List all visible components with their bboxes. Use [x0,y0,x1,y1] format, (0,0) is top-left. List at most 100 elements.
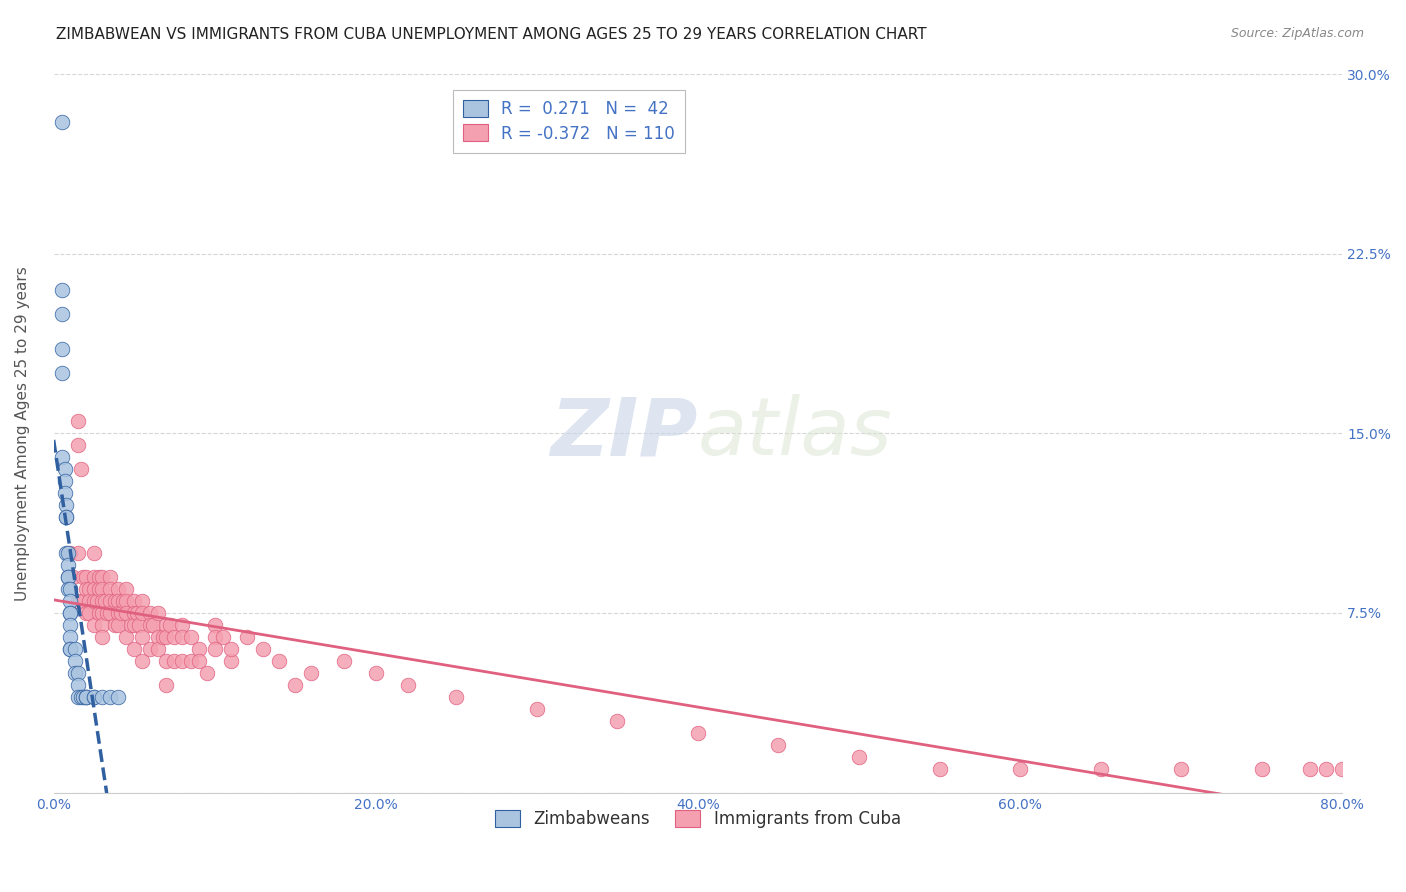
Point [269,654,291,668]
Point [55,498,77,512]
Point [396,678,419,692]
Point [155,678,177,692]
Point [110,606,132,620]
Point [59,546,82,560]
Point [83,690,105,704]
Point [131,594,153,608]
Point [204,630,226,644]
Point [66,594,89,608]
Point [172,618,194,632]
Point [219,641,242,656]
Point [155,654,177,668]
Point [91,606,114,620]
Point [98,690,121,704]
Point [62,570,84,584]
Point [236,630,259,644]
Point [59,606,82,620]
Point [72,690,94,704]
Point [142,618,165,632]
Point [111,594,134,608]
Point [63,665,86,680]
Point [51,367,73,381]
Point [70,462,93,476]
Point [98,570,121,584]
Point [446,690,468,704]
Point [364,665,387,680]
Point [122,594,145,608]
Point [87,582,110,596]
Point [70,690,93,704]
Point [127,606,149,620]
Point [768,738,790,752]
Point [83,690,105,704]
Point [91,594,114,608]
Point [148,641,170,656]
Legend: Zimbabweans, Immigrants from Cuba: Zimbabweans, Immigrants from Cuba [488,803,907,835]
Point [1331,762,1354,776]
Point [55,510,77,524]
Point [332,654,354,668]
Point [299,665,322,680]
Point [72,570,94,584]
Point [122,641,145,656]
Point [51,450,73,465]
Point [848,749,870,764]
Point [252,641,274,656]
Point [51,307,73,321]
Point [163,630,186,644]
Point [107,606,129,620]
Point [83,570,105,584]
Point [83,546,105,560]
Point [131,606,153,620]
Point [59,630,82,644]
Point [107,582,129,596]
Point [83,582,105,596]
Point [155,618,177,632]
Point [75,606,97,620]
Point [66,665,89,680]
Point [77,582,100,596]
Point [53,475,76,489]
Point [56,582,79,596]
Point [928,762,950,776]
Point [204,641,226,656]
Point [98,594,121,608]
Y-axis label: Unemployment Among Ages 25 to 29 years: Unemployment Among Ages 25 to 29 years [15,266,30,600]
Point [131,654,153,668]
Point [53,462,76,476]
Point [1010,762,1032,776]
Point [107,594,129,608]
Point [53,486,76,500]
Point [56,570,79,584]
Point [56,558,79,573]
Point [1090,762,1112,776]
Point [83,618,105,632]
Point [107,618,129,632]
Point [75,570,97,584]
Point [75,582,97,596]
Point [94,594,117,608]
Point [526,702,548,716]
Point [104,618,127,632]
Point [86,594,108,608]
Point [115,594,138,608]
Point [91,630,114,644]
Point [91,570,114,584]
Point [98,582,121,596]
Point [66,414,89,428]
Point [152,630,174,644]
Point [66,438,89,452]
Text: Source: ZipAtlas.com: Source: ZipAtlas.com [1230,27,1364,40]
Point [180,654,202,668]
Point [128,618,150,632]
Point [115,582,138,596]
Point [1170,762,1192,776]
Point [72,594,94,608]
Point [115,606,138,620]
Point [284,678,307,692]
Point [120,618,142,632]
Point [83,594,105,608]
Point [56,546,79,560]
Point [59,582,82,596]
Point [1315,762,1337,776]
